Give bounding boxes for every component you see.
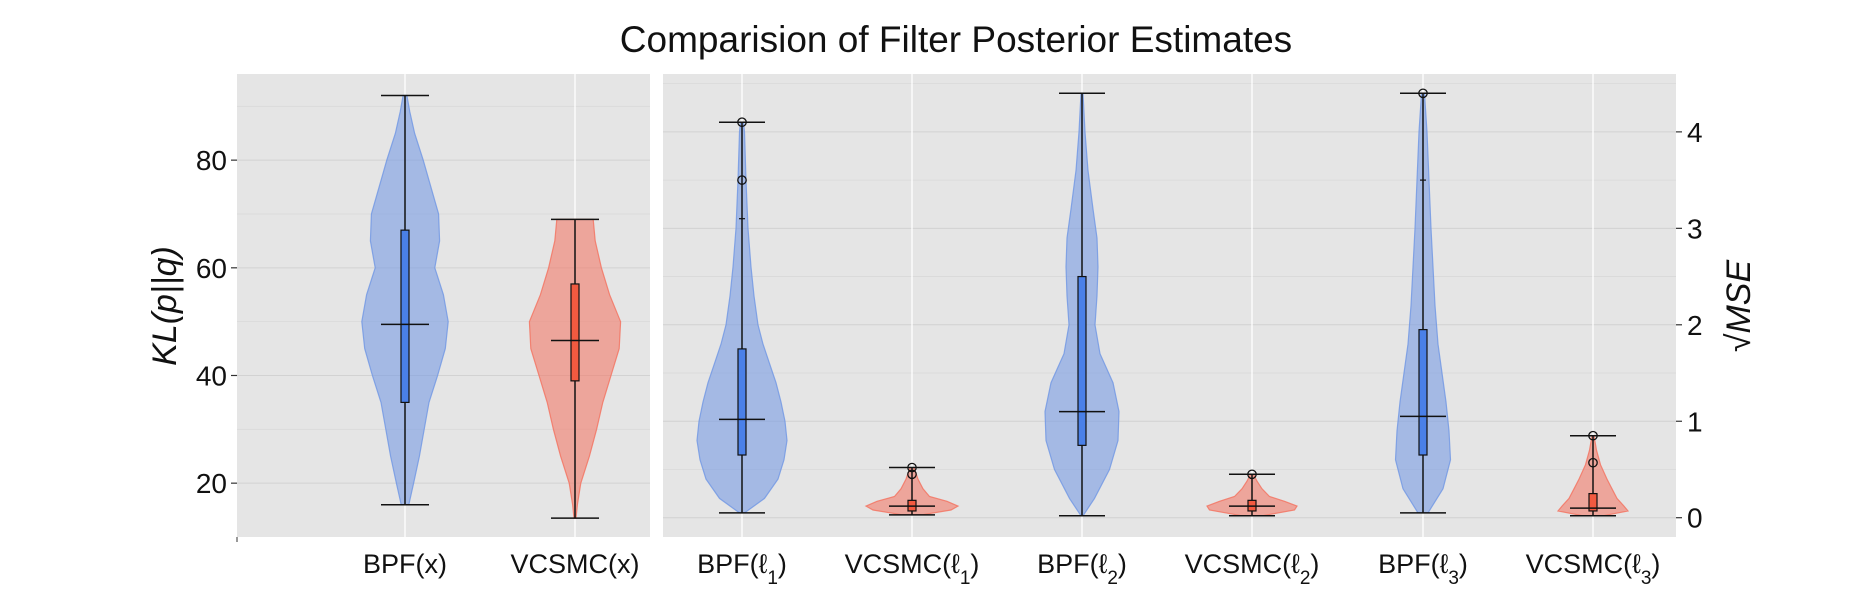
violin-bpf-2 <box>1044 92 1120 517</box>
violin-outlier-vcsmc-1-0 <box>907 462 917 473</box>
right-violins <box>696 88 1630 517</box>
violin-outlier-bpf-1-1 <box>737 175 747 185</box>
x-tick-label-bpf-1: BPF(ℓ1) <box>697 549 787 589</box>
right-y-tick-label-4: 4 <box>1687 117 1703 148</box>
left-y-tick-label-2: 60 <box>196 253 227 284</box>
violin-box-vcsmc-3 <box>1588 492 1598 512</box>
violin-outlier-vcsmc-3-1 <box>1588 457 1598 468</box>
x-tick-label-vcsmc-3: VCSMC(ℓ3) <box>1526 549 1661 589</box>
violin-bpf-3 <box>1394 88 1452 514</box>
chart-title: Comparision of Filter Posterior Estimate… <box>620 19 1292 60</box>
left-y-tick-label-1: 40 <box>196 360 227 391</box>
x-tick-label-bpf-3: BPF(ℓ3) <box>1378 549 1468 589</box>
x-tick-label-vcsmc-x: VCSMC(x) <box>511 549 640 579</box>
violin-box-vcsmc-x <box>570 283 580 382</box>
violin-box-bpf-3 <box>1418 329 1428 456</box>
x-tick-label-bpf-2: BPF(ℓ2) <box>1037 549 1127 589</box>
violin-bpf-x <box>361 94 449 506</box>
violin-vcsmc-3 <box>1556 430 1630 517</box>
right-y-tick-label-1: 1 <box>1687 406 1703 437</box>
violin-vcsmc-x <box>528 218 622 519</box>
left-panel: 20 40 60 80 BPF(x) VCSMC(x) KL(p||q) <box>146 74 650 579</box>
violin-outlier-bpf-1-0 <box>737 117 747 128</box>
right-y-tick-label-3: 3 <box>1687 213 1703 244</box>
right-y-tick-label-2: 2 <box>1687 310 1703 341</box>
left-y-tick-label-0: 20 <box>196 468 227 499</box>
left-y-ticks: 20 40 60 80 <box>196 145 238 542</box>
violin-vcsmc-2 <box>1206 469 1298 517</box>
violin-bpf-1 <box>696 117 788 514</box>
violin-box-bpf-1 <box>737 348 747 456</box>
violin-vcsmc-1 <box>864 462 960 516</box>
violin-box-bpf-x <box>400 229 410 404</box>
right-y-tick-label-0: 0 <box>1687 503 1703 534</box>
left-y-axis-label: KL(p||q) <box>146 246 184 366</box>
right-panel-background <box>663 74 1676 537</box>
left-x-ticks: BPF(x) VCSMC(x) <box>363 549 640 579</box>
x-tick-label-vcsmc-2: VCSMC(ℓ2) <box>1185 549 1320 589</box>
violin-box-bpf-2 <box>1077 275 1087 446</box>
violin-outlier-vcsmc-2-0 <box>1247 469 1257 480</box>
right-y-axis-label: √MSE <box>1720 260 1758 353</box>
left-violins <box>361 94 622 519</box>
violin-outlier-bpf-3-0 <box>1418 88 1428 99</box>
x-tick-label-bpf-x: BPF(x) <box>363 549 447 579</box>
violin-outlier-vcsmc-1-1 <box>907 469 917 480</box>
left-y-tick-label-3: 80 <box>196 145 227 176</box>
right-y-ticks: 0 1 2 3 4 <box>1676 117 1703 534</box>
x-tick-label-vcsmc-1: VCSMC(ℓ1) <box>845 549 980 589</box>
right-x-ticks: BPF(ℓ1) VCSMC(ℓ1) BPF(ℓ2) VCSMC(ℓ2) BPF(ℓ3) V… <box>697 549 1660 589</box>
violin-outlier-vcsmc-3-0 <box>1588 430 1598 441</box>
